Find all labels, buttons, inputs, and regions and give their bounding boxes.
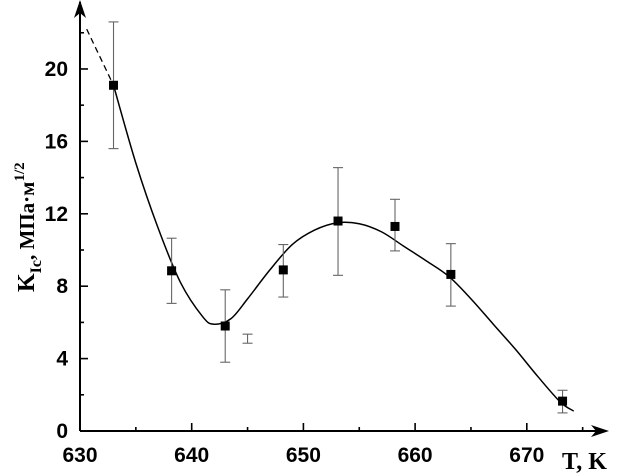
y-tick-label: 12 <box>45 203 68 226</box>
ticks <box>79 31 584 432</box>
data-point <box>333 216 343 226</box>
data-point <box>390 221 400 231</box>
data-point <box>220 321 230 331</box>
data-point <box>278 265 288 275</box>
y-tick-label: 4 <box>56 348 68 371</box>
tick-labels: 630 640 650 660 670 0 4 8 12 16 20 <box>45 58 545 467</box>
y-tick-label: 16 <box>45 130 68 153</box>
fit-curve <box>112 85 575 412</box>
x-tick-label: 670 <box>509 444 544 467</box>
x-axis-arrow <box>591 425 609 437</box>
x-axis-title: T, K <box>562 449 607 475</box>
y-tick-label: 8 <box>56 275 68 298</box>
x-tick-label: 640 <box>174 444 209 467</box>
y-axis-title-sub: Ic <box>28 260 45 273</box>
y-tick-label: 20 <box>45 58 68 81</box>
x-tick-label: 650 <box>286 444 321 467</box>
data-point <box>167 266 177 276</box>
y-axis-title-sup: 1/2 <box>12 162 28 181</box>
x-tick-label: 660 <box>398 444 433 467</box>
fit-curve-extrapolation <box>86 28 115 86</box>
data-point <box>558 396 568 406</box>
y-axis-title-rest: , МПа·м <box>15 182 39 260</box>
x-tick-label: 630 <box>62 444 97 467</box>
y-axis-arrow <box>74 0 86 18</box>
y-axis-title-main: K <box>14 273 40 292</box>
y-tick-label: 0 <box>56 420 68 443</box>
error-bar-stray <box>242 333 253 344</box>
data-point <box>109 80 119 90</box>
y-axis-title: KIc, МПа·м1/2 <box>12 162 45 292</box>
data-point <box>446 269 456 279</box>
data-markers <box>109 80 568 406</box>
axes <box>74 0 609 437</box>
